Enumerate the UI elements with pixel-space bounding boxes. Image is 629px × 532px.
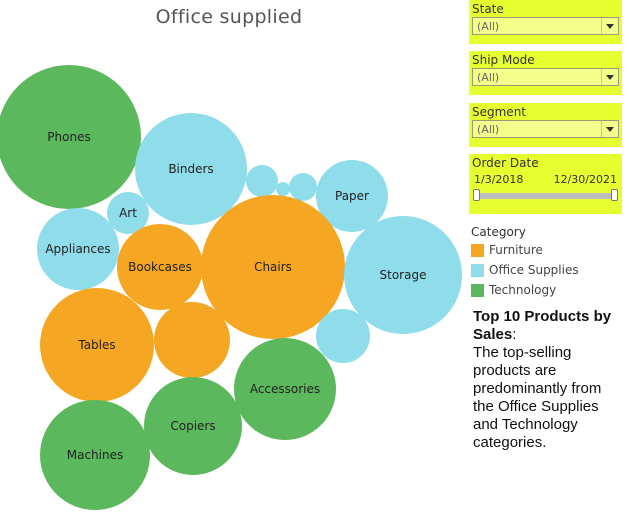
legend-swatch <box>471 283 484 297</box>
ship-mode-dropdown[interactable]: (All) <box>472 68 619 86</box>
order-date-filter-label: Order Date <box>472 156 539 170</box>
order-date-range: 1/3/2018 12/30/2021 <box>474 173 617 189</box>
segment-filter-label: Segment <box>472 105 526 119</box>
segment-dropdown[interactable]: (All) <box>472 120 619 138</box>
note-colon: : <box>512 326 517 343</box>
bubble-unlabeled-3[interactable] <box>276 182 290 196</box>
chevron-down-icon[interactable] <box>601 121 618 137</box>
bubble-label-art: Art <box>119 206 137 220</box>
bubble-chairs[interactable] <box>201 195 345 339</box>
bubble-label-bookcases: Bookcases <box>128 260 192 274</box>
note-title: Top 10 Products by Sales <box>473 308 612 343</box>
slider-start-handle[interactable] <box>473 189 480 201</box>
legend-swatch <box>471 243 484 257</box>
note-body: The top-selling products are predominant… <box>473 344 602 451</box>
bubble-label-tables: Tables <box>77 338 115 352</box>
order-date-end: 12/30/2021 <box>553 173 617 186</box>
chart-title: Office supplied <box>155 6 303 28</box>
state-filter-label: State <box>472 2 504 16</box>
slider-end-handle[interactable] <box>611 189 618 201</box>
bubble-bookcases[interactable] <box>117 224 203 310</box>
insight-note: Top 10 Products by Sales: The top-sellin… <box>473 308 625 452</box>
category-legend: Category Furniture Office Supplies Techn… <box>471 224 621 300</box>
bubble-label-chairs: Chairs <box>254 260 292 274</box>
legend-item-technology[interactable]: Technology <box>471 280 621 300</box>
legend-item-furniture[interactable]: Furniture <box>471 240 621 260</box>
bubble-label-appliances: Appliances <box>45 242 110 256</box>
segment-filter: Segment (All) <box>469 103 622 147</box>
bubble-paper[interactable] <box>316 160 388 232</box>
bubble-label-phones: Phones <box>47 130 90 144</box>
state-filter: State (All) <box>469 0 622 44</box>
bubble-label-copiers: Copiers <box>170 419 215 433</box>
order-date-slider[interactable] <box>473 189 618 201</box>
bubble-label-binders: Binders <box>168 162 213 176</box>
state-dropdown[interactable]: (All) <box>472 17 619 35</box>
ship-mode-filter-label: Ship Mode <box>472 53 535 67</box>
bubble-unlabeled-4[interactable] <box>289 173 317 201</box>
bubble-unlabeled-13[interactable] <box>316 309 370 363</box>
ship-mode-dropdown-value: (All) <box>477 71 500 84</box>
bubble-binders[interactable] <box>135 113 247 225</box>
chevron-down-icon[interactable] <box>601 69 618 85</box>
legend-label: Furniture <box>489 243 543 257</box>
bubble-label-accessories: Accessories <box>250 382 320 396</box>
bubble-label-machines: Machines <box>67 448 123 462</box>
legend-item-office-supplies[interactable]: Office Supplies <box>471 260 621 280</box>
chevron-down-icon[interactable] <box>601 18 618 34</box>
bubble-storage[interactable] <box>344 216 462 334</box>
bubble-tables[interactable] <box>40 288 154 402</box>
bubble-label-storage: Storage <box>380 268 427 282</box>
legend-title: Category <box>471 225 526 239</box>
order-date-start: 1/3/2018 <box>474 173 524 186</box>
legend-label: Technology <box>489 283 557 297</box>
legend-label: Office Supplies <box>489 263 579 277</box>
bubble-unlabeled-12[interactable] <box>154 302 230 378</box>
bubble-art[interactable] <box>107 192 149 234</box>
ship-mode-filter: Ship Mode (All) <box>469 51 622 95</box>
bubble-chart: Phones Binders Paper Art Appliances Bookcases… <box>0 65 462 510</box>
state-dropdown-value: (All) <box>477 20 500 33</box>
legend-swatch <box>471 263 484 277</box>
bubble-label-paper: Paper <box>335 189 369 203</box>
bubble-accessories[interactable] <box>234 338 336 440</box>
bubble-machines[interactable] <box>40 400 150 510</box>
bubble-phones[interactable] <box>0 65 141 209</box>
segment-dropdown-value: (All) <box>477 123 500 136</box>
bubble-copiers[interactable] <box>144 377 242 475</box>
order-date-filter: Order Date 1/3/2018 12/30/2021 <box>469 154 622 214</box>
bubble-unlabeled-2[interactable] <box>246 165 278 197</box>
bubble-appliances[interactable] <box>37 208 119 290</box>
